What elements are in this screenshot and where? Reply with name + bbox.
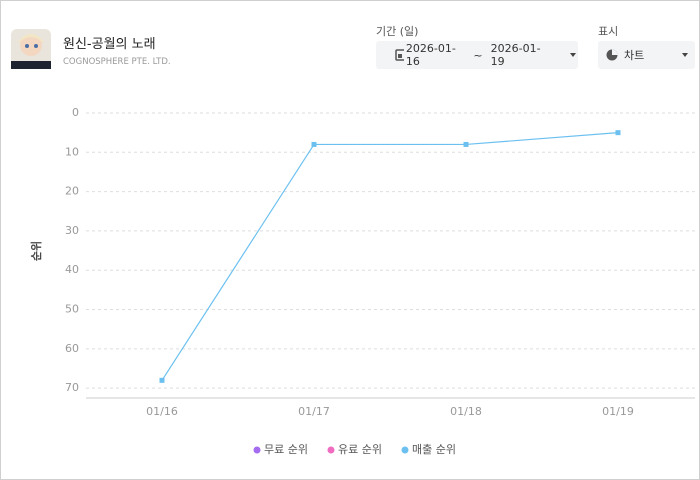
app-title: 원신-공월의 노래	[63, 37, 156, 52]
data-point	[615, 130, 621, 136]
date-to: 2026-01-19	[490, 42, 541, 68]
legend-swatch	[253, 446, 261, 454]
display-label: 표시	[598, 25, 619, 38]
legend-swatch	[327, 446, 335, 454]
date-range-picker[interactable]: 2026-01-16 ~ 2026-01-19	[376, 41, 578, 69]
y-tick-label: 70	[65, 381, 79, 394]
legend-label: 유료 순위	[338, 443, 382, 456]
pie-icon	[606, 49, 618, 61]
app-icon	[11, 29, 51, 69]
date-from: 2026-01-16	[405, 42, 456, 68]
y-tick-label: 0	[72, 106, 79, 119]
data-point	[463, 141, 469, 147]
developer: COGNOSPHERE PTE. LTD.	[63, 57, 171, 67]
y-tick-label: 10	[65, 145, 79, 158]
y-axis-label: 순위	[30, 241, 43, 261]
y-tick-label: 50	[65, 303, 79, 316]
period-label: 기간 (일)	[376, 25, 419, 38]
x-tick-label: 01/16	[146, 405, 178, 418]
x-tick-label: 01/19	[602, 405, 634, 418]
dropdown-arrow	[570, 53, 577, 57]
display-select[interactable]: 차트	[598, 41, 695, 69]
legend-label: 무료 순위	[264, 443, 308, 456]
calendar-icon	[395, 49, 404, 61]
y-tick-label: 40	[65, 263, 79, 276]
x-tick-label: 01/17	[298, 405, 330, 418]
data-point	[159, 377, 165, 383]
data-point	[311, 141, 317, 147]
y-tick-label: 60	[65, 342, 79, 355]
legend-swatch	[401, 446, 409, 454]
date-sep: ~	[473, 48, 483, 62]
y-tick-label: 30	[65, 224, 79, 237]
x-tick-label: 01/18	[450, 405, 482, 418]
display-value: 차트	[624, 49, 645, 62]
dropdown-arrow	[682, 53, 689, 57]
series-line	[161, 132, 619, 381]
legend-label: 매출 순위	[412, 443, 456, 456]
y-tick-label: 20	[65, 185, 79, 198]
